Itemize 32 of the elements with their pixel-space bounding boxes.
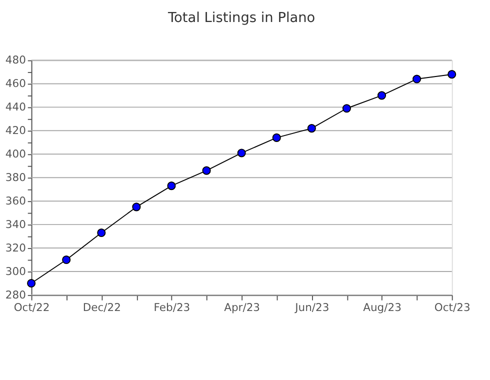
y-tick-label: 460	[5, 77, 26, 90]
y-tick-label: 360	[5, 194, 26, 208]
y-tick-label: 300	[5, 264, 26, 278]
x-tick-label: Oct/23	[434, 301, 470, 314]
point	[132, 202, 141, 212]
x-tick-label: Feb/23	[154, 301, 190, 314]
point	[272, 133, 281, 142]
y-tick-label: 400	[5, 148, 26, 161]
point	[27, 278, 36, 288]
point	[97, 228, 106, 238]
point	[202, 166, 211, 175]
x-tick-label: Oct/22	[14, 301, 50, 314]
point	[167, 182, 176, 190]
y-tick-label: 440	[5, 100, 26, 114]
point	[448, 70, 456, 79]
y-tick-label: 380	[5, 171, 26, 184]
x-tick-label: Apr/23	[224, 301, 260, 314]
x-tick-label: Jun/23	[294, 301, 330, 314]
y-tick-label: 280	[5, 288, 26, 302]
y-tick-label: 340	[5, 218, 26, 231]
point	[377, 91, 386, 100]
x-tick-label: Dec/22	[82, 301, 121, 314]
point	[237, 148, 246, 158]
y-tick-label: 420	[5, 124, 26, 138]
point	[62, 256, 71, 264]
y-tick-label: 480	[5, 54, 26, 67]
point	[307, 124, 316, 133]
y-tick-label: 320	[5, 241, 26, 254]
point	[342, 104, 351, 113]
point	[412, 74, 422, 84]
x-tick-label: Aug/23	[363, 301, 402, 314]
chart-title: Total Listings in Plano	[166, 10, 316, 26]
